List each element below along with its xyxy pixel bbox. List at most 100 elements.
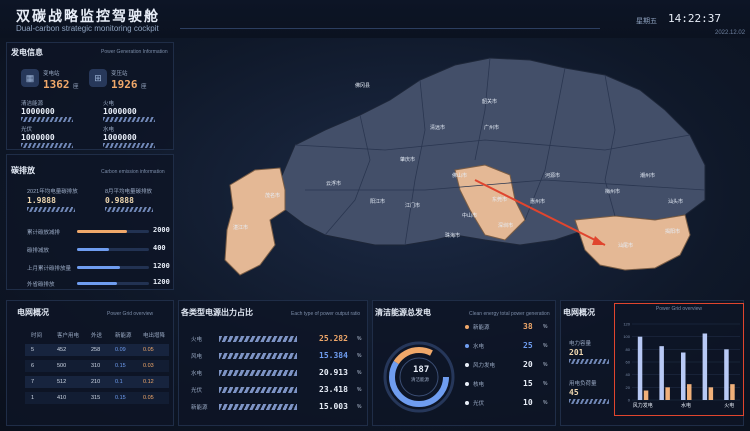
clean-label: 水电 <box>473 344 485 350</box>
metric-label: 水电 <box>103 127 115 133</box>
map-city-label: 河源市 <box>545 173 561 179</box>
table-header: 外送 <box>91 333 103 339</box>
map-city-label: 揭阳市 <box>665 229 681 235</box>
y-tick-label: 120 <box>623 322 630 327</box>
clean-unit: % <box>543 400 548 406</box>
metric-label: 火电 <box>103 101 115 107</box>
legend-dot <box>465 401 469 405</box>
carbon-progress <box>77 282 149 285</box>
table-header: 新能源 <box>115 333 132 339</box>
metric-bar <box>21 117 73 122</box>
bar <box>637 336 643 400</box>
table-cell: 0.05 <box>143 347 154 353</box>
table-row <box>25 344 169 356</box>
y-tick-label: 80 <box>626 347 631 352</box>
carbon-bar-label: 上月累计碳排放量 <box>27 266 72 272</box>
table-row <box>25 392 169 404</box>
table-row <box>25 360 169 372</box>
table-cell: 1 <box>31 395 35 401</box>
date: 2022.12.02 <box>715 30 746 36</box>
annotation-arrow-head <box>592 236 605 245</box>
highlight-box <box>614 303 744 416</box>
x-tick-label: 水电 <box>681 402 691 409</box>
carbon-panel: 碳排放 Carbon emission information 2021年均电量… <box>6 154 174 290</box>
output-title: 各类型电源出力占比 <box>181 308 253 317</box>
output-panel: 各类型电源出力占比 Each type of power output rati… <box>178 300 368 426</box>
table-cell: 315 <box>91 395 101 401</box>
table-cell: 410 <box>57 395 67 401</box>
carbon-stat-value: 0.9888 <box>105 196 134 205</box>
map-city-label: 清远市 <box>430 125 446 131</box>
carbon-bar-value: 1200 <box>153 262 170 270</box>
grid-right-panel: 电网概况 电力容量 201 用电负荷量 45 <box>560 300 744 426</box>
clean-subtitle: Clean energy total power generation <box>469 311 550 317</box>
table-cell: 500 <box>57 363 67 369</box>
carbon-progress <box>77 266 149 269</box>
output-unit: % <box>357 387 362 393</box>
donut-segment <box>389 347 449 407</box>
grid-left-title: 电网概况 <box>17 308 49 317</box>
clock: 14:22:37 <box>668 12 721 25</box>
grid-stat-label: 用电负荷量 <box>569 381 597 387</box>
substation-icon: ▦ <box>21 69 39 87</box>
output-bar <box>219 404 297 410</box>
map-borders <box>294 57 706 246</box>
grid-bar-chart: 0 20 40 60 80 100 120 风力发电 水电 火电 <box>623 322 740 409</box>
carbon-stat-label: 2021年均电量碳排放 <box>27 189 78 195</box>
output-unit: % <box>357 336 362 342</box>
table-cell: 0.15 <box>115 363 126 369</box>
carbon-progress <box>77 230 149 233</box>
y-tick-label: 20 <box>626 385 631 390</box>
grid-left-subtitle: Power Grid overview <box>107 311 154 317</box>
page-subtitle: Dual-carbon strategic monitoring cockpit <box>16 24 159 33</box>
metric-value: 1000000 <box>21 107 55 116</box>
substation-value: 1362 <box>43 78 70 91</box>
carbon-stat-bar <box>105 207 153 212</box>
donut-segment <box>389 347 449 407</box>
clean-panel: 清洁能源总发电 Clean energy total power generat… <box>372 300 556 426</box>
bar <box>702 333 708 400</box>
bar <box>659 346 664 400</box>
map-city-label: 广州市 <box>484 125 500 131</box>
grid-stat-value: 201 <box>569 348 584 357</box>
map-city-label: 潮州市 <box>640 173 656 179</box>
clean-unit: % <box>543 343 548 349</box>
table-cell: 5 <box>31 347 35 353</box>
generation-panel: 发电信息 Power Generation Information ▦ 变电站 … <box>6 42 174 150</box>
output-label: 火电 <box>191 337 203 343</box>
map-region-west <box>224 167 286 276</box>
donut-center-label: 清洁能源 <box>411 377 429 382</box>
legend-dot <box>465 325 469 329</box>
metric-value: 1000000 <box>21 133 55 142</box>
y-tick-label: 40 <box>626 372 631 377</box>
clean-pct: 20 <box>523 360 533 369</box>
bar <box>665 387 670 400</box>
map-region-east <box>574 214 691 271</box>
map-city-label: 云浮市 <box>326 181 342 187</box>
bar <box>730 384 735 400</box>
output-pct: 15.384 <box>319 351 348 360</box>
grid-stat-bar <box>569 399 609 404</box>
map-city-label: 珠海市 <box>445 233 461 239</box>
table-cell: 210 <box>91 379 101 385</box>
transformer-label: 变压站 <box>111 71 128 77</box>
output-pct: 25.282 <box>319 334 348 343</box>
metric-bar <box>21 143 73 148</box>
guangdong-map[interactable] <box>185 40 740 295</box>
table-cell: 0.12 <box>143 379 154 385</box>
clean-label: 光伏 <box>473 401 485 407</box>
carbon-bar-label: 累计碳放减排 <box>27 230 61 236</box>
clean-unit: % <box>543 324 548 330</box>
map-city-label: 阳江市 <box>370 199 386 205</box>
clean-donut <box>383 341 455 413</box>
clean-unit: % <box>543 381 548 387</box>
legend-dot <box>465 363 469 367</box>
output-label: 新能源 <box>191 405 208 411</box>
substation-unit: 座 <box>73 84 79 90</box>
map-region-pearl <box>454 164 526 241</box>
y-tick-label: 100 <box>623 334 630 339</box>
table-cell: 7 <box>31 379 35 385</box>
bar <box>643 390 649 400</box>
metric-bar <box>103 117 155 122</box>
grid-right-title: 电网概况 <box>563 308 595 317</box>
